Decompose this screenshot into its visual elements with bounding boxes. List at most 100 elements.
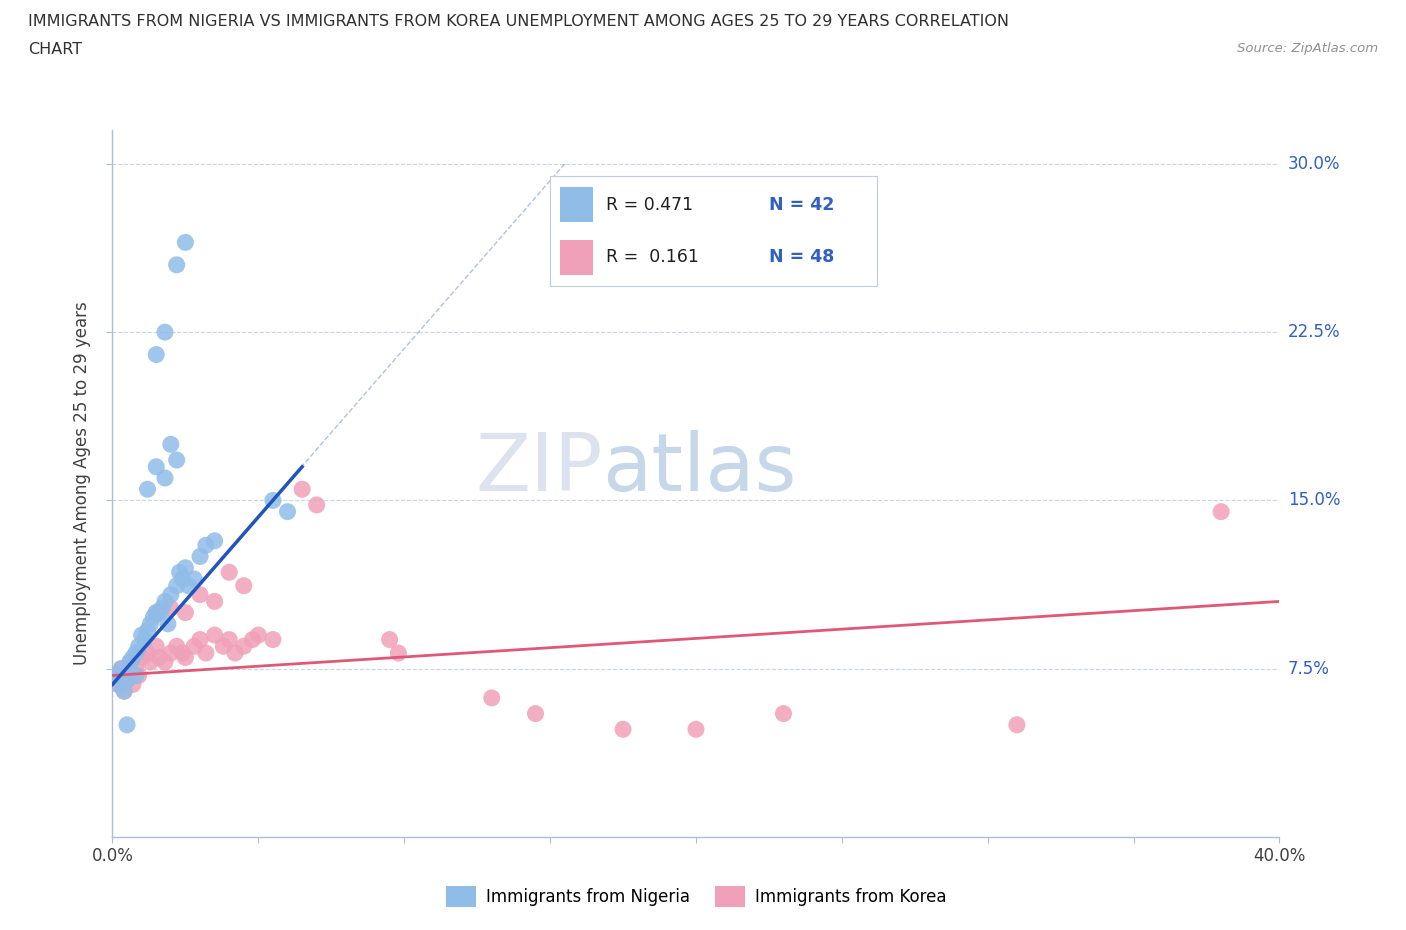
Point (166, 578, 188, 593)
Point (524, 706, 547, 721)
Point (172, 572, 194, 587)
Point (1005, 717, 1028, 732)
Point (232, 639, 254, 654)
Point (291, 482, 314, 497)
Point (142, 610, 165, 625)
Point (112, 684, 135, 698)
Point (772, 706, 794, 721)
Point (247, 628, 270, 643)
Point (110, 661, 132, 676)
Point (188, 587, 211, 602)
Point (160, 437, 183, 452)
Text: atlas: atlas (603, 431, 797, 509)
Point (174, 560, 197, 575)
Text: IMMIGRANTS FROM NIGERIA VS IMMIGRANTS FROM KOREA UNEMPLOYMENT AMONG AGES 25 TO 2: IMMIGRANTS FROM NIGERIA VS IMMIGRANTS FR… (28, 14, 1010, 29)
Point (107, 677, 129, 692)
Point (276, 504, 298, 519)
Point (188, 549, 211, 564)
Point (224, 645, 246, 660)
Point (218, 632, 240, 647)
Point (685, 722, 707, 737)
Point (262, 493, 284, 508)
Point (232, 578, 254, 593)
Point (262, 632, 284, 647)
Point (166, 639, 188, 654)
Point (136, 623, 159, 638)
Text: Source: ZipAtlas.com: Source: ZipAtlas.com (1237, 42, 1378, 55)
Point (150, 601, 173, 616)
Legend: Immigrants from Nigeria, Immigrants from Korea: Immigrants from Nigeria, Immigrants from… (439, 880, 953, 913)
Point (115, 672, 138, 687)
Point (177, 578, 200, 593)
Point (160, 587, 183, 602)
Point (145, 605, 167, 620)
Point (183, 639, 205, 654)
Point (148, 605, 170, 620)
Text: 22.5%: 22.5% (1288, 323, 1340, 341)
Point (115, 717, 138, 732)
Point (204, 594, 226, 609)
Point (112, 684, 135, 698)
Point (166, 453, 188, 468)
Point (131, 650, 153, 665)
Point (145, 605, 167, 620)
Point (128, 668, 150, 683)
Point (481, 690, 503, 705)
Point (122, 677, 145, 692)
Point (160, 601, 183, 616)
Text: ZIP: ZIP (475, 431, 603, 509)
Point (145, 639, 167, 654)
Point (194, 645, 217, 660)
Text: 30.0%: 30.0% (1288, 155, 1340, 173)
Point (118, 655, 141, 670)
Point (387, 645, 409, 660)
Point (139, 617, 162, 631)
Point (136, 645, 159, 660)
Point (612, 722, 634, 737)
Point (194, 538, 217, 552)
Point (125, 645, 148, 660)
Point (188, 632, 211, 647)
Text: 15.0%: 15.0% (1288, 491, 1340, 510)
Point (1209, 504, 1232, 519)
Point (115, 672, 138, 687)
Point (153, 325, 176, 339)
Point (172, 645, 194, 660)
Point (153, 471, 176, 485)
Point (104, 668, 127, 683)
Point (242, 632, 264, 647)
Point (131, 628, 153, 643)
Point (156, 617, 179, 631)
Point (153, 655, 176, 670)
Point (125, 668, 148, 683)
Point (110, 661, 132, 676)
Point (183, 572, 205, 587)
Point (160, 645, 183, 660)
Point (125, 661, 148, 676)
Point (145, 459, 167, 474)
Point (148, 650, 170, 665)
Point (145, 347, 167, 362)
Point (174, 650, 197, 665)
Point (153, 594, 176, 609)
Point (174, 235, 197, 250)
Point (204, 534, 226, 549)
Point (134, 632, 156, 647)
Point (169, 565, 191, 579)
Text: 7.5%: 7.5% (1288, 659, 1330, 678)
Point (118, 655, 141, 670)
Point (174, 605, 197, 620)
Point (204, 628, 226, 643)
Y-axis label: Unemployment Among Ages 25 to 29 years: Unemployment Among Ages 25 to 29 years (73, 301, 91, 666)
Point (136, 482, 159, 497)
Point (139, 655, 162, 670)
Point (378, 632, 401, 647)
Point (166, 258, 188, 272)
Point (218, 565, 240, 579)
Point (122, 650, 145, 665)
Point (128, 639, 150, 654)
Point (212, 639, 235, 654)
Point (104, 668, 127, 683)
Text: CHART: CHART (28, 42, 82, 57)
Point (305, 498, 328, 512)
